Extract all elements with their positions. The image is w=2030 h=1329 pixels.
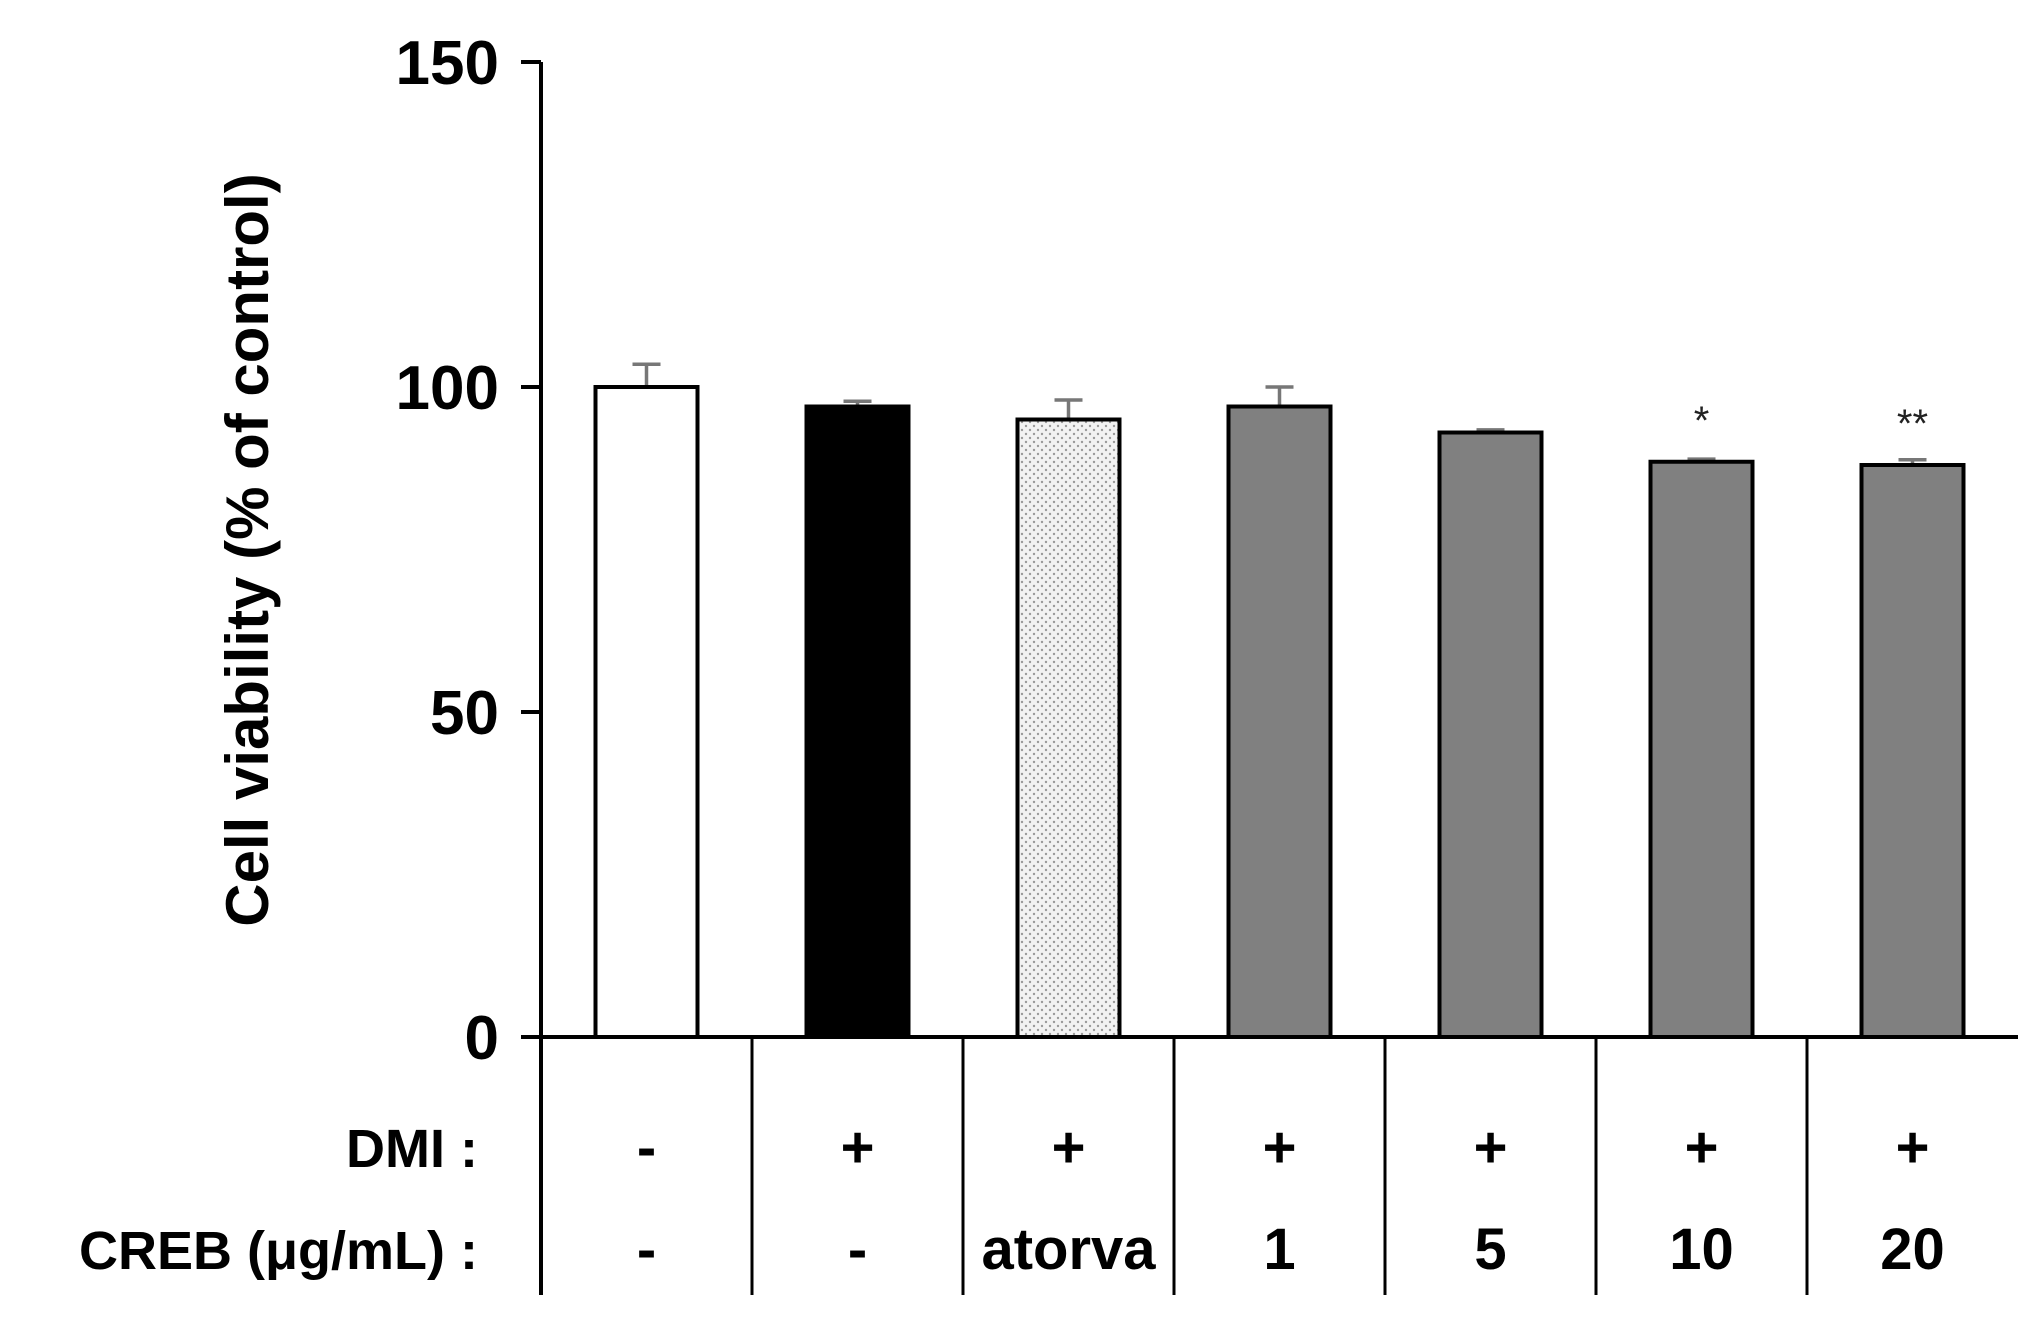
table-cell: 5 [1474,1217,1506,1282]
bar [1437,430,1544,1039]
table-cell: + [1685,1115,1719,1180]
row-label-dmi: DMI : [346,1119,478,1179]
table-cell: - [848,1217,867,1282]
y-tick-label: 100 [396,354,499,423]
y-axis-label: Cell viability (% of control) [214,173,281,926]
table-cell: atorva [981,1217,1156,1282]
table-cell: - [637,1217,656,1282]
table-cell: + [1474,1115,1508,1180]
bar [1015,417,1122,1039]
table-cell: 10 [1669,1217,1734,1282]
bar [1648,459,1755,1039]
table-cell: + [1263,1115,1297,1180]
table-cell: + [1896,1115,1930,1180]
row-label-creb: CREB (μg/mL) : [79,1221,478,1281]
y-tick-label: 150 [396,29,499,98]
bar [593,385,700,1039]
table-cell: 20 [1880,1217,1945,1282]
y-tick-label: 0 [465,1004,499,1073]
bar [1226,404,1333,1039]
significance-label: * [1694,399,1710,443]
table-cell: + [841,1115,875,1180]
bar [804,404,911,1039]
bar [1859,463,1966,1039]
significance-label: ** [1897,402,1928,446]
table-cell: + [1052,1115,1086,1180]
table-cell: 1 [1263,1217,1295,1282]
y-tick-label: 50 [430,679,499,748]
table-cell: - [637,1115,656,1180]
